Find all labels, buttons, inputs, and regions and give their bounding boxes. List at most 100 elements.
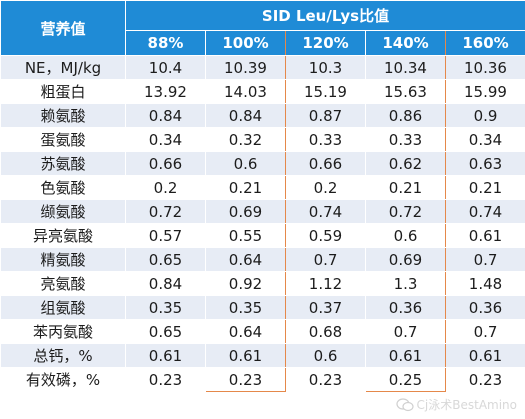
table-row: 异亮氨酸 0.57 0.55 0.59 0.6 0.61 — [0, 223, 525, 248]
watermark-text: Cj泳术BestAmino — [416, 398, 517, 412]
table-row: 苏氨酸 0.66 0.6 0.66 0.62 0.63 — [0, 151, 525, 176]
table-cell: 0.59 — [285, 223, 366, 248]
table-row: 缬氨酸 0.72 0.69 0.74 0.72 0.74 — [0, 199, 525, 224]
table-cell: 1.48 — [445, 271, 525, 296]
table-row: 赖氨酸 0.84 0.84 0.87 0.86 0.9 — [0, 103, 525, 128]
row-label: 苯丙氨酸 — [0, 319, 126, 344]
table-cell: 0.66 — [125, 151, 206, 176]
table-cell: 0.84 — [125, 103, 206, 128]
table-row: 蛋氨酸 0.34 0.32 0.33 0.33 0.34 — [0, 127, 525, 152]
table-cell: 0.23 — [205, 367, 286, 392]
table-cell: 0.21 — [365, 175, 446, 200]
table-cell: 0.66 — [285, 151, 366, 176]
table-row: 有效磷，% 0.23 0.23 0.23 0.25 0.23 — [0, 367, 525, 392]
row-label: 赖氨酸 — [0, 103, 126, 128]
table-row: 亮氨酸 0.84 0.92 1.12 1.3 1.48 — [0, 271, 525, 296]
table-cell: 0.6 — [365, 223, 446, 248]
table-row: 精氨酸 0.65 0.64 0.7 0.69 0.7 — [0, 247, 525, 272]
table-cell: 0.23 — [125, 367, 206, 392]
table-row: NE，MJ/kg 10.4 10.39 10.3 10.34 10.36 — [0, 55, 525, 80]
table-cell: 0.21 — [205, 175, 286, 200]
table-cell: 0.7 — [445, 247, 525, 272]
table-cell: 0.6 — [285, 343, 366, 368]
table-cell: 0.35 — [125, 295, 206, 320]
table-cell: 0.23 — [445, 367, 525, 392]
table-cell: 0.61 — [125, 343, 206, 368]
row-label: 有效磷，% — [0, 367, 126, 392]
row-label: 组氨酸 — [0, 295, 126, 320]
column-header: 160% — [445, 30, 525, 56]
table-cell: 0.68 — [285, 319, 366, 344]
table-cell: 15.63 — [365, 79, 446, 104]
row-label: 粗蛋白 — [0, 79, 126, 104]
table-cell: 0.61 — [205, 343, 286, 368]
row-label: 精氨酸 — [0, 247, 126, 272]
table-cell: 0.64 — [205, 319, 286, 344]
table-cell: 0.84 — [205, 103, 286, 128]
table-cell: 0.37 — [285, 295, 366, 320]
row-label: 蛋氨酸 — [0, 127, 126, 152]
table-cell: 0.64 — [205, 247, 286, 272]
table-cell: 0.33 — [285, 127, 366, 152]
row-label: 亮氨酸 — [0, 271, 126, 296]
table-cell: 10.3 — [285, 55, 366, 80]
column-header: 140% — [365, 30, 446, 56]
table-cell: 0.65 — [125, 319, 206, 344]
column-header: 100% — [205, 30, 286, 56]
table-cell: 1.12 — [285, 271, 366, 296]
table-cell: 0.34 — [445, 127, 525, 152]
table-cell: 0.69 — [205, 199, 286, 224]
table-cell: 0.74 — [285, 199, 366, 224]
row-label: NE，MJ/kg — [0, 55, 126, 80]
table-cell: 10.34 — [365, 55, 446, 80]
table-cell: 0.36 — [445, 295, 525, 320]
table-cell: 15.19 — [285, 79, 366, 104]
table-row: 苯丙氨酸 0.65 0.64 0.68 0.7 0.7 — [0, 319, 525, 344]
table-cell: 13.92 — [125, 79, 206, 104]
table-cell: 0.25 — [365, 367, 446, 392]
table-cell: 0.9 — [445, 103, 525, 128]
table-cell: 14.03 — [205, 79, 286, 104]
table-cell: 0.21 — [445, 175, 525, 200]
table-cell: 0.36 — [365, 295, 446, 320]
row-label: 苏氨酸 — [0, 151, 126, 176]
table-cell: 0.84 — [125, 271, 206, 296]
table-cell: 10.36 — [445, 55, 525, 80]
group-header: SID Leu/Lys比值 — [125, 0, 525, 31]
row-label: 色氨酸 — [0, 175, 126, 200]
table-cell: 0.62 — [365, 151, 446, 176]
table-cell: 1.3 — [365, 271, 446, 296]
row-label: 总钙，% — [0, 343, 126, 368]
table-cell: 0.2 — [125, 175, 206, 200]
table-cell: 0.33 — [365, 127, 446, 152]
table-row: 组氨酸 0.35 0.35 0.37 0.36 0.36 — [0, 295, 525, 320]
table-cell: 0.23 — [285, 367, 366, 392]
table-cell: 0.55 — [205, 223, 286, 248]
table-cell: 0.2 — [285, 175, 366, 200]
table-cell: 0.32 — [205, 127, 286, 152]
table-cell: 0.57 — [125, 223, 206, 248]
row-label: 缬氨酸 — [0, 199, 126, 224]
table-cell: 0.61 — [365, 343, 446, 368]
table-cell: 0.86 — [365, 103, 446, 128]
table-cell: 10.4 — [125, 55, 206, 80]
table-cell: 0.7 — [365, 319, 446, 344]
table-cell: 0.92 — [205, 271, 286, 296]
table-cell: 0.69 — [365, 247, 446, 272]
watermark: Cj泳术BestAmino — [395, 396, 517, 413]
row-label: 异亮氨酸 — [0, 223, 126, 248]
table-cell: 0.7 — [445, 319, 525, 344]
table-cell: 0.63 — [445, 151, 525, 176]
column-header: 88% — [125, 30, 206, 56]
table-cell: 10.39 — [205, 55, 286, 80]
table-row: 总钙，% 0.61 0.61 0.6 0.61 0.61 — [0, 343, 525, 368]
table-cell: 0.72 — [365, 199, 446, 224]
table-cell: 0.34 — [125, 127, 206, 152]
table-cell: 0.35 — [205, 295, 286, 320]
table-cell: 0.61 — [445, 343, 525, 368]
table-cell: 0.87 — [285, 103, 366, 128]
table-row: 色氨酸 0.2 0.21 0.2 0.21 0.21 — [0, 175, 525, 200]
table-cell: 0.74 — [445, 199, 525, 224]
column-header: 120% — [285, 30, 366, 56]
table-row: 粗蛋白 13.92 14.03 15.19 15.63 15.99 — [0, 79, 525, 104]
